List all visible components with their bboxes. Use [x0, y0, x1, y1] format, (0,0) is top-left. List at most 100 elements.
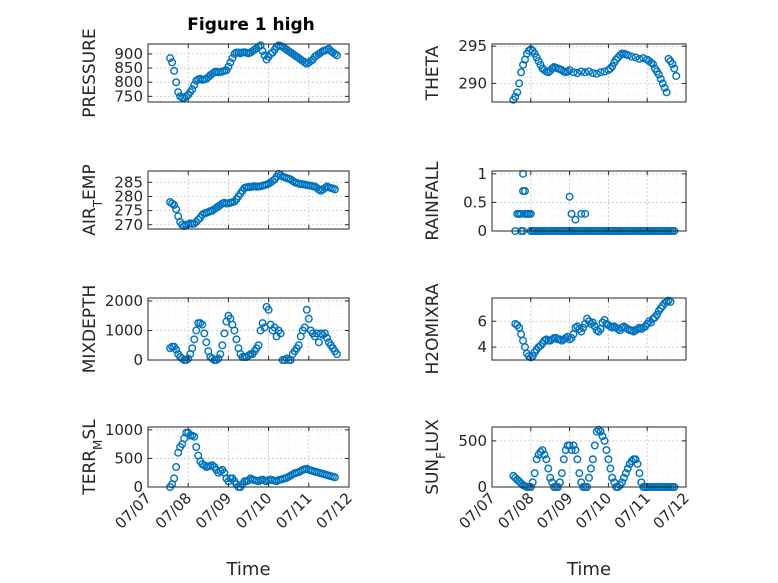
y-tick-label: 1: [477, 165, 487, 183]
data-point: [656, 74, 665, 83]
data-point: [226, 58, 235, 67]
data-point: [573, 455, 582, 464]
data-point: [190, 335, 199, 344]
data-point: [592, 427, 601, 436]
data-point: [192, 326, 201, 335]
y-axis-label: THETA: [423, 45, 443, 101]
y-tick-label: 0: [133, 478, 143, 496]
data-point: [294, 341, 303, 350]
data-point: [627, 52, 636, 61]
data-point: [322, 333, 331, 342]
data-point: [668, 60, 677, 69]
data-point: [586, 464, 595, 473]
data-point: [266, 49, 275, 58]
data-point: [662, 88, 671, 97]
data-point: [594, 425, 603, 434]
data-point: [635, 469, 644, 478]
data-point: [190, 81, 199, 90]
x-tick-label: 07/12: [650, 489, 693, 532]
data-point: [519, 60, 528, 69]
data-point: [623, 51, 632, 60]
data-point: [220, 329, 229, 338]
x-tick-label: 07/12: [313, 489, 356, 532]
data-point: [306, 56, 315, 65]
y-tick-label: 4: [477, 338, 487, 356]
data-point: [517, 209, 526, 218]
data-point: [170, 474, 179, 483]
data-point: [168, 58, 177, 67]
data-point: [230, 197, 239, 206]
y-tick-label: 275: [114, 202, 143, 220]
data-point: [264, 305, 273, 314]
data-point: [617, 478, 626, 487]
x-tick-label: 07/10: [232, 489, 275, 532]
data-point: [258, 47, 267, 56]
y-tick-label: 0: [477, 222, 487, 240]
y-axis-label: SUNFLUX: [423, 419, 448, 495]
data-point: [559, 455, 568, 464]
data-point: [600, 315, 609, 324]
data-point: [542, 455, 551, 464]
data-point: [208, 461, 217, 470]
data-point: [631, 455, 640, 464]
data-point: [196, 319, 205, 328]
data-point: [577, 209, 586, 218]
data-point: [314, 338, 323, 347]
data-point: [631, 53, 640, 62]
data-point: [200, 329, 209, 338]
data-point: [581, 209, 590, 218]
data-point: [172, 205, 181, 214]
data-point: [166, 54, 175, 63]
data-point: [330, 185, 339, 194]
data-point: [530, 469, 539, 478]
data-point: [218, 341, 227, 350]
data-point: [571, 446, 580, 455]
data-point: [565, 192, 574, 201]
panel-terr-msl: 0500100007/0707/0807/0907/1007/1107/12TE…: [80, 419, 356, 580]
data-point: [332, 350, 341, 359]
data-point: [517, 68, 526, 77]
y-tick-label: 750: [114, 87, 143, 105]
y-tick-label: 900: [114, 45, 143, 63]
data-point: [202, 338, 211, 347]
data-point: [188, 344, 197, 353]
data-point: [192, 443, 201, 452]
axes-box: [147, 426, 350, 488]
data-point: [608, 473, 617, 482]
data-point: [555, 478, 564, 487]
data-point: [588, 68, 597, 77]
data-point: [532, 455, 541, 464]
data-point: [660, 83, 669, 92]
data-point: [519, 336, 528, 345]
y-tick-label: 2000: [105, 292, 143, 310]
data-point: [170, 200, 179, 209]
data-point: [573, 68, 582, 77]
x-axis-label: Time: [225, 559, 270, 580]
data-point: [254, 341, 263, 350]
data-point: [190, 219, 199, 228]
data-point: [585, 67, 594, 76]
data-point: [548, 478, 557, 487]
data-point: [647, 58, 656, 67]
panel-mixdepth: 0 1000 2000 MIXDEPTH: [80, 285, 350, 373]
data-point: [511, 92, 520, 101]
data-point: [168, 199, 177, 208]
data-point: [633, 459, 642, 468]
data-point: [194, 215, 203, 224]
y-tick-label: 285: [114, 173, 143, 191]
y-tick-label: 290: [458, 74, 487, 92]
data-point: [616, 51, 625, 60]
data-point: [647, 318, 656, 327]
data-point: [588, 455, 597, 464]
data-point: [596, 427, 605, 436]
axes-box: [491, 426, 687, 488]
data-point: [565, 66, 574, 75]
data-point: [598, 432, 607, 441]
y-axis-label: TERRMSL: [80, 419, 105, 496]
data-point: [548, 64, 557, 73]
data-point: [565, 441, 574, 450]
data-point: [602, 446, 611, 455]
data-point: [619, 473, 628, 482]
axes-box: [491, 297, 687, 361]
